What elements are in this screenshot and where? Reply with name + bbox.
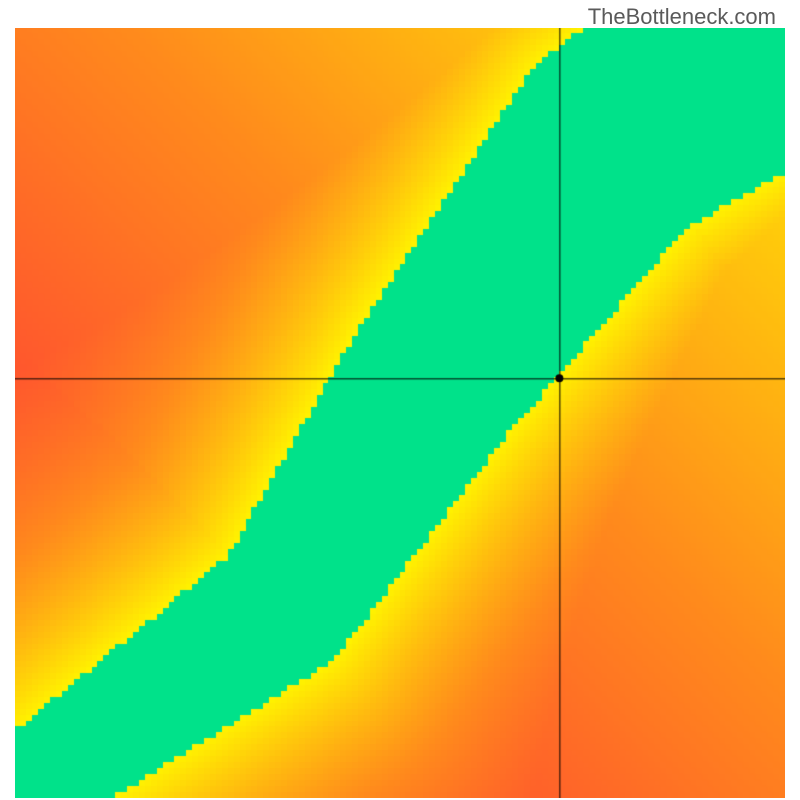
chart-container: TheBottleneck.com xyxy=(0,0,800,800)
heatmap-canvas xyxy=(15,28,785,798)
watermark-text: TheBottleneck.com xyxy=(588,4,776,30)
